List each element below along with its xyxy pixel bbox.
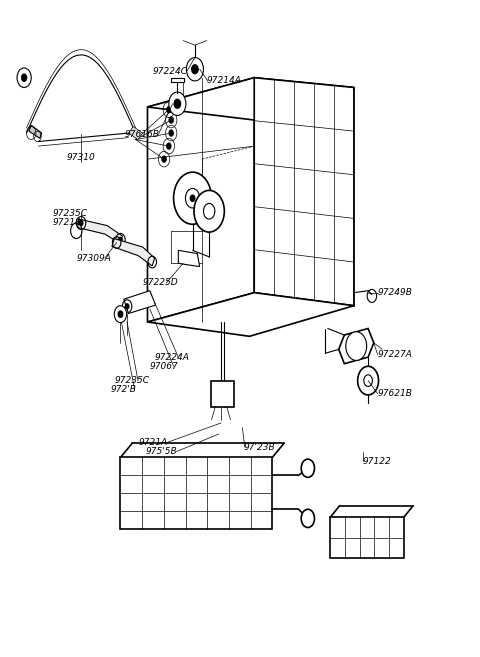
Text: 9721A: 9721A	[139, 438, 168, 447]
Circle shape	[185, 189, 200, 208]
Text: 97225D: 97225D	[143, 279, 179, 287]
Circle shape	[301, 459, 314, 478]
Circle shape	[118, 311, 123, 317]
Text: 97616B: 97616B	[124, 130, 159, 139]
Circle shape	[162, 156, 167, 162]
Circle shape	[167, 143, 171, 149]
Polygon shape	[339, 328, 374, 364]
Polygon shape	[120, 457, 272, 529]
Circle shape	[186, 58, 204, 81]
Circle shape	[301, 509, 314, 528]
Polygon shape	[78, 219, 122, 244]
Text: 975'5B: 975'5B	[146, 447, 178, 456]
Text: 97309A: 97309A	[76, 254, 111, 263]
Text: 972'B: 972'B	[111, 385, 137, 394]
Polygon shape	[147, 292, 354, 336]
Polygon shape	[330, 518, 404, 558]
Text: 97235C: 97235C	[114, 376, 149, 385]
Circle shape	[167, 106, 171, 113]
Circle shape	[169, 130, 174, 136]
Circle shape	[119, 237, 122, 242]
Circle shape	[174, 172, 212, 224]
Text: 97122: 97122	[362, 457, 391, 466]
Circle shape	[346, 332, 367, 361]
Polygon shape	[171, 78, 184, 82]
Text: 97067: 97067	[150, 362, 179, 371]
Circle shape	[79, 220, 83, 225]
Polygon shape	[179, 250, 200, 267]
Circle shape	[169, 92, 186, 116]
Polygon shape	[112, 238, 155, 266]
Circle shape	[169, 117, 174, 124]
Circle shape	[21, 74, 27, 81]
Circle shape	[190, 195, 195, 202]
Text: 97218: 97218	[53, 219, 81, 227]
Text: 97235C: 97235C	[53, 210, 87, 218]
Text: 97'23B: 97'23B	[244, 443, 276, 451]
Text: 97310: 97310	[67, 153, 96, 162]
Polygon shape	[147, 78, 354, 120]
Circle shape	[364, 374, 372, 386]
Text: 97224A: 97224A	[155, 353, 190, 361]
Polygon shape	[129, 127, 143, 139]
Polygon shape	[29, 125, 42, 138]
Text: 97621B: 97621B	[378, 389, 412, 398]
Circle shape	[358, 367, 379, 395]
Text: 97224C: 97224C	[153, 66, 188, 76]
Circle shape	[114, 306, 127, 323]
Polygon shape	[254, 78, 354, 306]
Text: 97227A: 97227A	[378, 350, 412, 359]
Circle shape	[194, 191, 224, 232]
Circle shape	[204, 204, 215, 219]
Circle shape	[125, 304, 129, 309]
Text: 97214A: 97214A	[207, 76, 241, 85]
Text: 97249B: 97249B	[378, 288, 412, 297]
Polygon shape	[211, 380, 234, 407]
Circle shape	[192, 64, 198, 74]
Polygon shape	[147, 78, 254, 322]
Circle shape	[174, 99, 180, 108]
Polygon shape	[124, 290, 156, 313]
